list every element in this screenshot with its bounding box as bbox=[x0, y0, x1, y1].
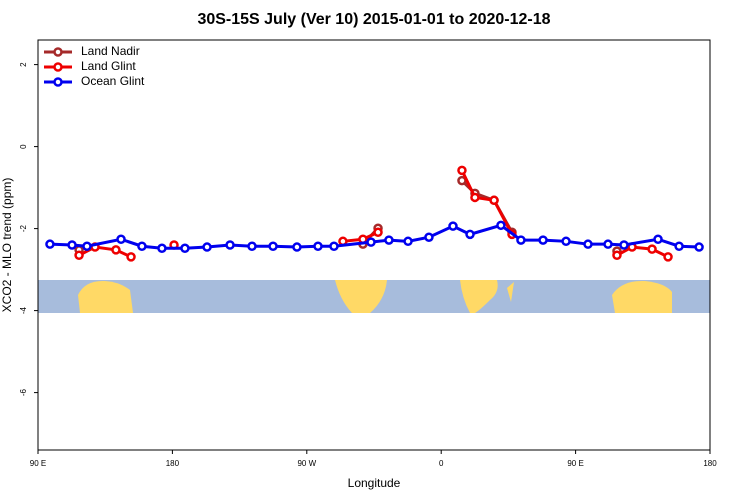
x-axis-label: Longitude bbox=[348, 476, 401, 490]
data-point bbox=[603, 239, 613, 249]
data-point bbox=[82, 241, 92, 251]
data-point bbox=[313, 241, 323, 251]
data-point bbox=[247, 241, 257, 251]
data-point bbox=[674, 241, 684, 251]
data-point bbox=[448, 221, 458, 231]
plot-frame bbox=[37, 39, 711, 451]
data-point bbox=[116, 234, 126, 245]
x-tick-label: 90 E bbox=[567, 459, 583, 468]
legend-marker bbox=[53, 47, 63, 57]
x-tick-label: 180 bbox=[166, 459, 180, 468]
legend-label: Ocean Glint bbox=[81, 74, 145, 88]
data-point bbox=[137, 241, 147, 251]
data-point bbox=[612, 250, 622, 260]
data-point bbox=[373, 227, 383, 238]
legend-marker bbox=[53, 77, 63, 87]
data-point bbox=[647, 244, 657, 254]
data-point bbox=[583, 239, 593, 249]
data-point bbox=[424, 232, 434, 242]
y-tick-label: -6 bbox=[19, 388, 28, 396]
data-point bbox=[180, 243, 190, 254]
y-tick-label: 0 bbox=[19, 144, 28, 149]
data-point bbox=[126, 252, 136, 262]
data-point bbox=[457, 165, 467, 176]
data-point bbox=[653, 234, 663, 245]
legend-marker bbox=[53, 62, 63, 72]
data-point bbox=[470, 192, 480, 203]
data-point bbox=[67, 240, 77, 250]
data-point bbox=[268, 241, 278, 251]
data-point bbox=[225, 240, 235, 250]
data-point bbox=[157, 243, 167, 254]
x-tick-label: 0 bbox=[439, 459, 444, 468]
y-axis-label: XCO2 - MLO trend (ppm) bbox=[0, 178, 14, 313]
y-tick-label: 2 bbox=[19, 62, 28, 67]
data-point bbox=[489, 195, 499, 206]
data-point bbox=[465, 229, 475, 240]
data-point bbox=[538, 235, 548, 245]
data-point bbox=[111, 245, 121, 255]
y-tick-label: -4 bbox=[19, 306, 28, 314]
data-point bbox=[496, 220, 506, 231]
data-point bbox=[403, 236, 413, 247]
legend-label: Land Nadir bbox=[81, 44, 140, 58]
legend-label: Land Glint bbox=[81, 59, 136, 73]
data-point bbox=[292, 242, 302, 252]
data-point bbox=[694, 242, 704, 252]
y-tick-label: -2 bbox=[19, 224, 28, 232]
x-tick-label: 90 E bbox=[30, 459, 46, 468]
data-point bbox=[516, 235, 526, 245]
data-point bbox=[366, 237, 376, 247]
x-tick-label: 90 W bbox=[297, 459, 316, 468]
data-point bbox=[329, 241, 339, 251]
data-point bbox=[384, 235, 394, 245]
data-point bbox=[45, 239, 55, 249]
chart-title: 30S-15S July (Ver 10) 2015-01-01 to 2020… bbox=[197, 11, 550, 28]
data-point bbox=[202, 242, 212, 252]
data-point bbox=[663, 252, 673, 262]
data-point bbox=[74, 250, 84, 260]
data-point bbox=[561, 236, 571, 247]
land-mask bbox=[38, 280, 710, 313]
x-tick-label: 180 bbox=[703, 459, 717, 468]
data-point bbox=[619, 240, 629, 250]
